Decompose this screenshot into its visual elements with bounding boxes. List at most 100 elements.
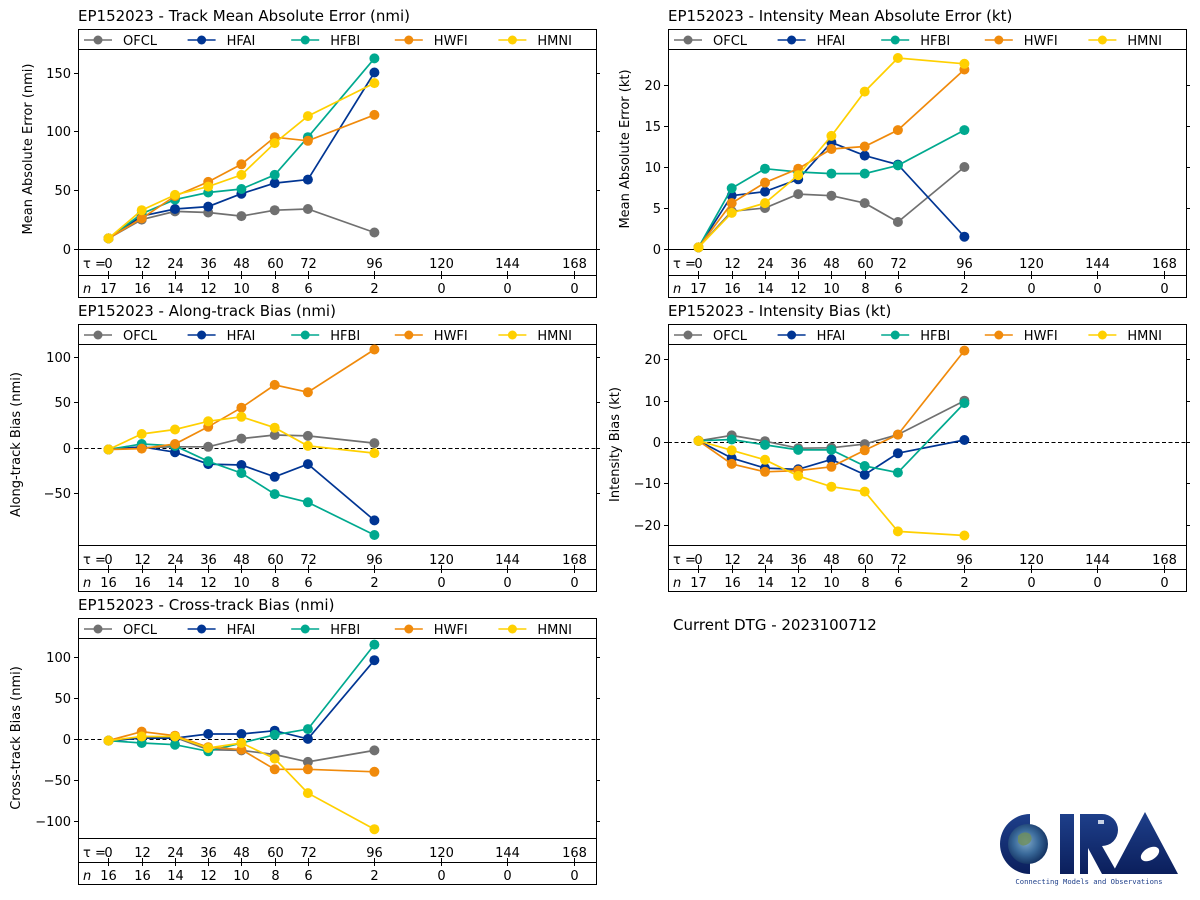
series-line [108, 208, 375, 240]
tau-tick-label: 0 [104, 553, 112, 568]
legend-marker [787, 35, 797, 45]
n-count-label: 16 [724, 576, 741, 591]
chart-title: EP152023 - Intensity Bias (kt) [668, 302, 891, 320]
n-row-label: n [83, 869, 91, 884]
legend-marker [507, 330, 517, 340]
logo-letter-c [1000, 814, 1030, 874]
series-line [698, 350, 966, 473]
data-point [859, 198, 870, 209]
n-count-label: 0 [570, 576, 578, 591]
data-point [793, 170, 804, 181]
data-point [302, 440, 313, 451]
tau-tick-label: 144 [1085, 257, 1110, 272]
n-count-label: 12 [200, 576, 217, 591]
y-tick-label: 15 [644, 120, 661, 135]
y-axis-label: Cross-track Bias (nmi) [9, 666, 24, 810]
legend-marker [1097, 35, 1107, 45]
data-point [236, 433, 247, 444]
axes-frame [78, 324, 597, 592]
data-point [269, 422, 280, 433]
current-dtg-label: Current DTG - 2023100712 [673, 616, 877, 634]
y-tick-label: 50 [54, 692, 71, 707]
data-point [203, 729, 214, 739]
data-point [302, 135, 313, 146]
data-point [892, 429, 903, 440]
data-point [959, 58, 970, 69]
logo-letter-r [1080, 814, 1118, 874]
data-point [302, 497, 313, 508]
tau-tick-label: 24 [757, 257, 774, 272]
series-hfai [103, 441, 380, 526]
series-line [697, 57, 965, 248]
data-point [236, 460, 247, 470]
legend-item-hwfi: HWFI [394, 34, 468, 49]
tau-tick-label: 0 [694, 553, 702, 568]
n-count-label: 16 [100, 869, 117, 884]
series-line [697, 68, 965, 248]
legend-marker [787, 330, 797, 340]
n-count-label: 16 [134, 282, 151, 297]
tau-tick-label: 168 [562, 846, 587, 861]
legend-marker [404, 330, 414, 340]
data-point [170, 424, 180, 435]
tau-tick-label: 72 [300, 257, 317, 272]
legend-item-hfbi: HFBI [881, 34, 950, 49]
tau-tick-label: 0 [694, 257, 702, 272]
series-line [108, 415, 375, 454]
n-count-label: 6 [304, 282, 312, 297]
legend-item-hfbi: HFBI [881, 329, 950, 344]
legend-label: OFCL [123, 623, 158, 638]
n-count-label: 10 [233, 869, 250, 884]
n-count-label: 0 [503, 576, 511, 591]
y-tick-label: −50 [44, 774, 71, 789]
n-count-label: 2 [370, 576, 378, 591]
n-row-label: n [83, 282, 91, 297]
tau-row-label: τ = [83, 553, 106, 568]
data-point [136, 429, 147, 439]
logo-satellite-dish-icon [1140, 846, 1160, 862]
n-count-label: 0 [437, 869, 445, 884]
data-point [269, 169, 280, 180]
data-point [369, 67, 380, 78]
n-count-label: 0 [1160, 282, 1168, 297]
data-point [236, 738, 247, 748]
tau-tick-label: 12 [724, 257, 741, 272]
data-point [136, 731, 147, 742]
series-line [698, 439, 965, 476]
n-count-label: 17 [100, 282, 117, 297]
y-tick-label: 10 [644, 161, 661, 176]
data-point [302, 204, 313, 214]
tau-tick-label: 144 [1085, 553, 1110, 568]
y-tick-label: −100 [35, 815, 71, 830]
data-point [859, 461, 870, 471]
tau-tick-label: 120 [1019, 257, 1044, 272]
data-point [203, 456, 214, 467]
n-count-label: 8 [861, 576, 869, 591]
data-point [793, 444, 804, 455]
data-point [369, 530, 380, 540]
data-point [302, 111, 313, 122]
data-point [369, 344, 380, 355]
data-point [203, 181, 214, 192]
y-tick-label: 20 [644, 353, 661, 368]
n-count-label: 16 [134, 576, 151, 591]
legend-item-hfai: HFAI [777, 34, 845, 49]
data-point [959, 125, 970, 136]
data-point [892, 125, 903, 136]
y-tick-label: 50 [54, 396, 71, 411]
logo-tagline: Connecting Models and Observations [1015, 877, 1162, 886]
n-count-label: 6 [894, 576, 902, 591]
legend-marker [404, 35, 414, 45]
n-count-label: 0 [570, 282, 578, 297]
legend-label: HMNI [1127, 329, 1162, 344]
legend-label: HFBI [330, 329, 360, 344]
data-point [302, 733, 313, 744]
tau-tick-label: 36 [200, 846, 217, 861]
legend-label: HWFI [434, 329, 468, 344]
y-axis-label: Intensity Bias (kt) [608, 387, 623, 502]
n-count-label: 0 [570, 869, 578, 884]
n-count-label: 6 [304, 576, 312, 591]
data-point [269, 764, 280, 775]
data-point [369, 438, 380, 449]
data-point [892, 526, 903, 537]
